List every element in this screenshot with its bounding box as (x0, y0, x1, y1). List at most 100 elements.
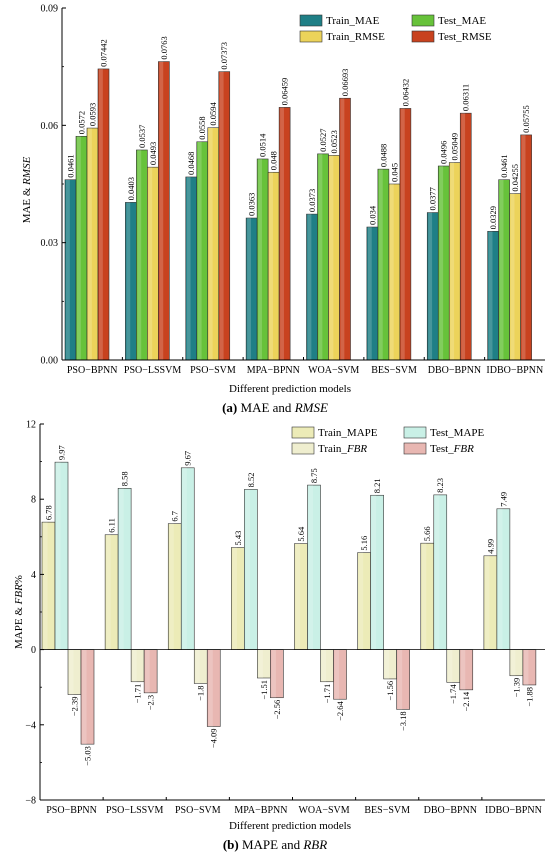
data-label: 0.0558 (197, 116, 207, 139)
chart-a-xlabel: Different prediction models (229, 383, 351, 395)
x-tick-label: MPA−BPNN (234, 805, 287, 816)
data-label: 0.0763 (159, 36, 169, 59)
y-tick-label: 4 (31, 570, 36, 581)
data-label: −1.71 (133, 684, 143, 704)
x-tick-label: IDBO−BPNN (485, 805, 542, 816)
y-tick-label: 0.09 (41, 4, 59, 15)
legend-label: Test_MAPE (430, 427, 485, 439)
bar-highlight (378, 169, 383, 360)
data-label: −1.74 (448, 684, 458, 704)
data-label: 5.16 (359, 536, 369, 551)
y-tick-label: −8 (25, 796, 36, 807)
bar-highlight (82, 649, 87, 745)
legend-swatch (299, 14, 323, 27)
bar-highlight (182, 467, 187, 650)
legend-swatch (299, 30, 323, 43)
bar-highlight (197, 141, 202, 360)
data-label: 0.0403 (126, 177, 136, 200)
chart-a-bars: 0.0461 0.0403 0.0468 0.0363 0.0373 0.034 0.037… (64, 36, 532, 361)
bar-highlight (499, 179, 504, 360)
data-label: 8.23 (435, 478, 445, 493)
data-label: 5.64 (296, 526, 306, 542)
bar-highlight (434, 494, 440, 650)
data-label: 4.99 (485, 539, 495, 554)
data-label: 6.11 (107, 518, 117, 533)
y-tick-label: 0.06 (41, 121, 59, 132)
data-label: 0.0488 (378, 144, 388, 167)
legend-label: Test_RMSE (438, 31, 492, 43)
data-label: 0.034 (367, 205, 377, 225)
bar-highlight (488, 231, 493, 360)
x-tick-label: IDBO−BPNN (486, 365, 543, 376)
bar-highlight (497, 508, 503, 650)
data-label: 0.0593 (88, 103, 98, 126)
bar-highlight (461, 113, 466, 361)
data-label: 8.21 (372, 478, 382, 493)
legend-swatch (403, 442, 427, 455)
chart-b-xlabel: Different prediction models (229, 820, 351, 832)
data-label: 0.048 (269, 151, 279, 170)
data-label: −1.51 (259, 680, 269, 700)
bar-highlight (126, 202, 131, 360)
chart-b-ylabel: MAPE & FBR% (13, 575, 25, 649)
x-tick-label: WOA−SVM (298, 805, 349, 816)
data-label: −4.09 (209, 728, 219, 748)
data-label: −1.39 (511, 678, 521, 698)
x-tick-label: PSO−BPNN (67, 365, 118, 376)
bar-highlight (371, 495, 377, 650)
data-label: 0.06311 (461, 84, 471, 111)
bar-highlight (521, 134, 526, 360)
data-label: 6.7 (170, 511, 180, 522)
bar-highlight (159, 61, 164, 361)
bar-highlight (367, 227, 372, 360)
bar-highlight (195, 649, 200, 684)
bar-highlight (439, 166, 444, 360)
chart-mape-fbr: 6.78 6.11 6.7 5.43 5.64 5.16 5.66 4.99 9.97 8.58 9… (13, 420, 545, 852)
bar-highlight (318, 153, 323, 360)
bar-highlight (307, 214, 312, 360)
x-tick-label: WOA−SVM (308, 365, 359, 376)
chart-b-axes: −8 −4 0 4 8 12 PSO−BPNN PSO−LSSVM PSO−SVM MPA−BPN… (25, 420, 545, 816)
x-tick-label: PSO−SVM (175, 805, 221, 816)
legend-swatch (291, 426, 315, 439)
bar-highlight (88, 128, 92, 360)
data-label: −2.14 (461, 691, 471, 711)
legend-label: Train_MAE (326, 15, 380, 27)
bar-highlight (69, 649, 74, 695)
chart-a-ylabel: MAE & RMSE (21, 156, 33, 223)
legend-label: Train_MAPE (318, 427, 378, 439)
data-label: −2.56 (272, 700, 282, 720)
data-label: 0.0594 (208, 102, 218, 126)
x-tick-label: BES−SVM (371, 365, 417, 376)
data-label: 0.07442 (99, 39, 109, 67)
legend-swatch (291, 442, 315, 455)
bar-highlight (308, 485, 314, 650)
bar-highlight (340, 98, 345, 360)
data-label: 0.0523 (329, 130, 339, 153)
y-tick-label: 8 (31, 495, 36, 506)
bar-highlight (447, 649, 453, 683)
bar-highlight (145, 649, 150, 693)
x-tick-label: BES−SVM (364, 805, 410, 816)
bar-highlight (247, 218, 251, 360)
chart-b-legend: Train_MAPE Test_MAPE Train_FBR Test_FBR (291, 426, 485, 455)
data-label: 0.0329 (488, 206, 498, 229)
x-tick-label: MPA−BPNN (247, 365, 300, 376)
x-tick-label: DBO−BPNN (428, 365, 481, 376)
data-label: 0.06459 (280, 78, 290, 106)
data-label: 5.66 (422, 526, 432, 541)
data-label: 0.0461 (66, 154, 76, 177)
data-label: −3.18 (398, 711, 408, 731)
bar-highlight (66, 179, 70, 360)
data-label: 0.0572 (77, 111, 87, 134)
chart-a-caption: (a) MAE and RMSE (222, 400, 328, 415)
bar-highlight (119, 488, 124, 650)
bar-highlight (389, 184, 394, 360)
bar-highlight (186, 176, 191, 360)
legend-swatch (411, 30, 435, 43)
bar-highlight (208, 649, 213, 727)
data-label: 9.97 (57, 445, 67, 460)
bar-highlight (523, 649, 529, 685)
data-label: 0.0461 (499, 154, 509, 177)
